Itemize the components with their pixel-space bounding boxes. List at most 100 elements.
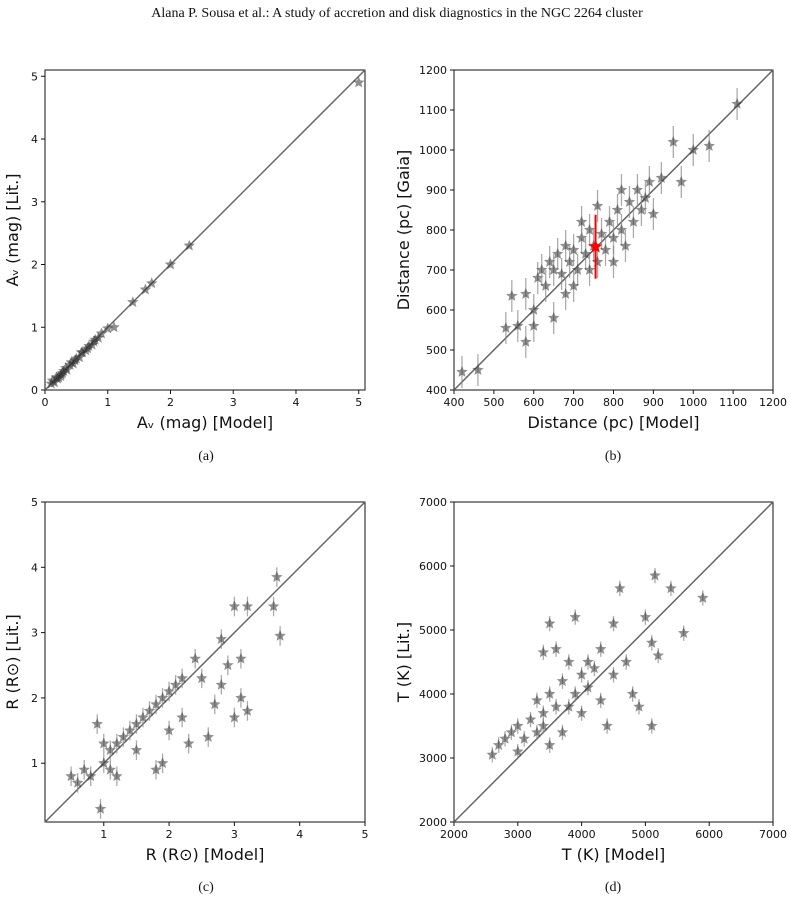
- data-point-star: [731, 98, 743, 109]
- data-point-star: [567, 280, 580, 291]
- y-tick-label: 1: [31, 321, 38, 334]
- x-tick-label: 2: [166, 828, 173, 841]
- data-point-star: [512, 320, 524, 331]
- data-point-star: [665, 582, 677, 594]
- data-point-star: [65, 356, 78, 368]
- data-point-star: [169, 678, 182, 690]
- data-point-star: [143, 705, 156, 716]
- identity-line: [44, 501, 366, 823]
- panel-label-b: (b): [604, 449, 622, 464]
- data-point-star: [579, 248, 592, 259]
- data-point-star: [164, 258, 177, 270]
- data-point-star: [536, 264, 548, 275]
- data-point-star: [591, 200, 604, 211]
- data-point-star: [75, 346, 88, 358]
- data-point-star: [614, 582, 626, 594]
- data-point-star: [127, 296, 139, 307]
- data-point-star: [512, 720, 524, 731]
- data-point-star: [104, 763, 116, 775]
- highlight-star: [588, 239, 603, 253]
- data-point-star: [69, 354, 81, 366]
- data-point-star: [50, 371, 62, 383]
- data-point-star: [111, 737, 123, 749]
- x-tick-label: 3: [231, 828, 238, 841]
- data-point-star: [595, 228, 608, 239]
- chart-d-group: 2000 3000 4000 5000 6000 7000 2000 3000 4000 5000…: [394, 496, 787, 864]
- data-point-star: [582, 681, 594, 693]
- data-point-star: [583, 224, 596, 235]
- data-point-star: [183, 737, 195, 749]
- data-point-star: [222, 659, 234, 671]
- data-point-star: [571, 264, 584, 275]
- data-point-star: [531, 726, 543, 738]
- data-point-star: [130, 744, 143, 755]
- data-point-star: [567, 244, 580, 255]
- panel-label-c: (c): [198, 880, 214, 895]
- data-point-star: [55, 368, 67, 380]
- x-tick-label: 6000: [695, 828, 723, 841]
- data-point-star: [675, 176, 687, 187]
- x-tick-label: 5: [362, 828, 369, 841]
- x-tick-label: 500: [483, 396, 504, 409]
- data-point-star: [235, 652, 247, 664]
- data-point-star: [582, 656, 594, 667]
- data-point-star: [595, 694, 607, 706]
- x-axis-label: T (K) [Model]: [561, 845, 665, 864]
- data-point-star: [639, 192, 652, 203]
- data-point-star: [552, 248, 564, 259]
- data-point-star: [537, 707, 549, 719]
- data-point-star: [607, 668, 620, 680]
- x-tick-label: 7000: [759, 828, 787, 841]
- data-point-star: [607, 617, 620, 629]
- data-point-star: [646, 720, 658, 731]
- y-axis-label: R (R⊙) [Lit.]: [3, 614, 22, 710]
- data-point-star: [60, 362, 72, 373]
- x-tick-label: 600: [523, 396, 544, 409]
- data-point-star: [94, 802, 107, 814]
- x-tick-label: 1100: [719, 396, 747, 409]
- data-point-star: [71, 776, 84, 788]
- data-point-star: [601, 720, 613, 731]
- data-point-star: [528, 304, 540, 315]
- data-point-star: [189, 652, 201, 664]
- data-point-star: [111, 770, 123, 782]
- data-point-star: [607, 256, 620, 267]
- data-point-star: [46, 374, 59, 386]
- x-tick-label: 4: [292, 396, 299, 409]
- data-point-star: [91, 718, 103, 729]
- data-point-star: [353, 76, 365, 88]
- plot-frame: [44, 69, 366, 391]
- x-tick-label: 800: [603, 396, 624, 409]
- x-tick-label: 1: [104, 396, 111, 409]
- data-point-star: [548, 312, 560, 323]
- data-point-star: [563, 656, 575, 667]
- data-point-star: [544, 256, 556, 267]
- data-point-star: [639, 611, 652, 623]
- data-point-star: [235, 691, 247, 703]
- x-tick-label: 5000: [631, 828, 659, 841]
- x-tick-label: 3000: [504, 828, 532, 841]
- plot-frame: [453, 501, 774, 823]
- data-point-star: [649, 569, 661, 581]
- data-point-star: [150, 763, 162, 775]
- data-point-star: [595, 643, 607, 655]
- y-tick-label: 600: [426, 304, 447, 317]
- data-point-star: [163, 685, 175, 697]
- data-point-star: [678, 627, 690, 639]
- data-point-star: [520, 288, 532, 299]
- data-point-star: [588, 662, 601, 674]
- plot-frame: [44, 501, 366, 823]
- panel-label-d: (d): [604, 880, 622, 895]
- y-tick-label: 1200: [419, 64, 447, 77]
- data-point-star: [559, 288, 572, 299]
- chart-b-group: 400 500 600 700 800 900 1000 1100 1200 400 500 600 7…: [394, 64, 787, 432]
- chart-c-group: 1 2 3 4 5 1 2 3 4 5 R (R⊙) [Model] R (R⊙) [Lit.]: [3, 496, 369, 864]
- y-tick-label: 5: [31, 70, 38, 83]
- x-tick-label: 4000: [568, 828, 596, 841]
- data-point-star: [607, 232, 620, 243]
- y-tick-label: 3000: [419, 752, 447, 765]
- data-point-star: [599, 244, 612, 255]
- data-point-star: [241, 600, 254, 612]
- x-tick-label: 2000: [440, 828, 468, 841]
